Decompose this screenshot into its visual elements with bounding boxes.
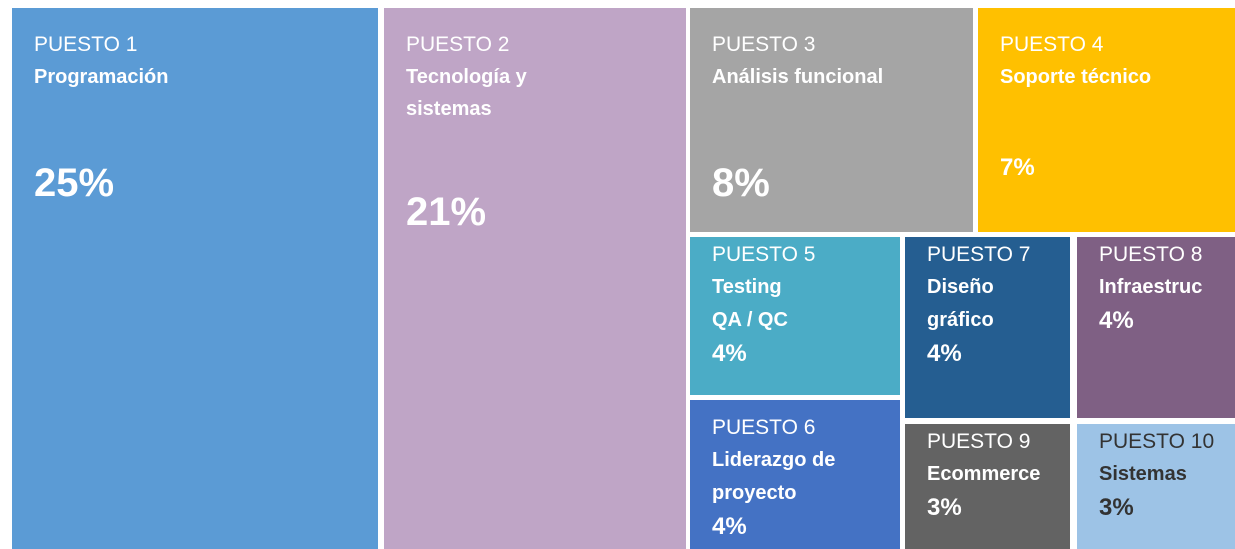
tile-rank: PUESTO 4 <box>1000 33 1104 56</box>
tile-rank: PUESTO 6 <box>712 416 816 439</box>
tile-value: 4% <box>927 340 962 367</box>
tile: PUESTO 9 Ecommerce 3% <box>905 424 1070 549</box>
tile-rank: PUESTO 8 <box>1099 243 1203 266</box>
tile: PUESTO 6 Liderazgo de proyecto 4% <box>690 400 900 549</box>
tile: PUESTO 2 Tecnología y sistemas 21% <box>384 8 686 549</box>
tile-value: 8% <box>712 161 770 205</box>
tile-rank: PUESTO 7 <box>927 243 1031 266</box>
tile-rank: PUESTO 5 <box>712 243 816 266</box>
tile-value: 7% <box>1000 154 1035 181</box>
tile-value: 3% <box>1099 494 1134 521</box>
tile-value: 3% <box>927 494 962 521</box>
tile-name: Análisis funcional <box>712 66 884 88</box>
tile-name: Ecommerce <box>927 463 1041 485</box>
tile: PUESTO 5 Testing QA / QC 4% <box>690 237 900 395</box>
tile-name: Liderazgo de proyecto <box>712 449 836 504</box>
tile-value: 4% <box>1099 307 1134 334</box>
tile-name: Infraestruc <box>1099 276 1203 298</box>
tile: PUESTO 4 Soporte técnico 7% <box>978 8 1235 232</box>
tile-value: 21% <box>406 190 487 234</box>
tile-rank: PUESTO 2 <box>406 33 510 56</box>
tile-value: 4% <box>712 513 747 540</box>
tile: PUESTO 10 Sistemas 3% <box>1077 424 1235 549</box>
tile-value: 4% <box>712 340 747 367</box>
tile-value: 25% <box>34 161 115 205</box>
tile-rank: PUESTO 9 <box>927 430 1031 453</box>
tile-rank: PUESTO 10 <box>1099 430 1215 453</box>
tile: PUESTO 8 Infraestruc 4% <box>1077 237 1235 418</box>
tile-name: Testing QA / QC <box>712 276 788 331</box>
tile-name: Sistemas <box>1099 463 1187 485</box>
tile: PUESTO 7 Diseño gráfico 4% <box>905 237 1070 418</box>
tile-rank: PUESTO 3 <box>712 33 816 56</box>
tile-rank: PUESTO 1 <box>34 33 138 56</box>
tile-name: Programación <box>34 66 169 88</box>
tile-name: Tecnología y sistemas <box>406 66 527 120</box>
tile: PUESTO 1 Programación 25% <box>12 8 378 549</box>
tile-name: Soporte técnico <box>1000 66 1152 88</box>
tile: PUESTO 3 Análisis funcional 8% <box>690 8 973 232</box>
tile-name: Diseño gráfico <box>927 276 994 331</box>
